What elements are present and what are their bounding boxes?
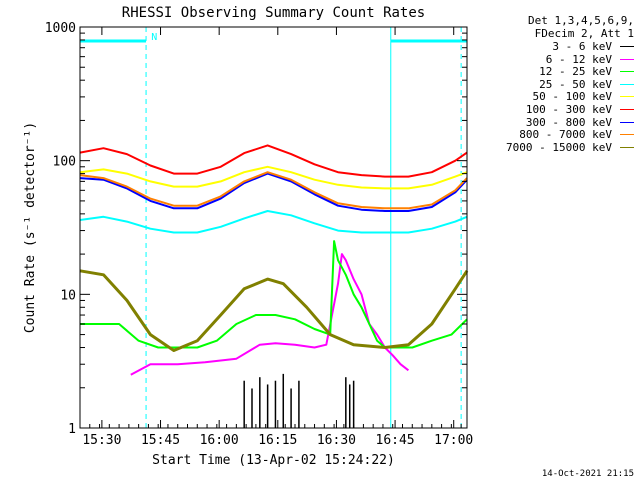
- plot-frame: [79, 26, 468, 429]
- legend-swatch: [620, 83, 634, 85]
- legend-label: 800 - 7000 keV: [519, 128, 612, 142]
- series-line-3: [79, 210, 468, 234]
- series-line-1: [130, 253, 410, 376]
- chart-title: RHESSI Observing Summary Count Rates: [122, 5, 425, 21]
- legend-label: 50 - 100 keV: [532, 90, 612, 104]
- legend-entry: 300 - 800 keV: [526, 116, 634, 129]
- series-line-6: [79, 172, 468, 212]
- y-tick-label: 1: [68, 422, 76, 437]
- legend-swatch: [620, 134, 634, 136]
- legend-header: Det 1,3,4,5,6,9,: [528, 14, 634, 27]
- legend-label: 300 - 800 keV: [525, 115, 612, 129]
- legend-swatch: [620, 58, 634, 60]
- series-line-4: [79, 165, 468, 190]
- y-tick-label: 10: [60, 288, 76, 303]
- legend-label: 3 - 6 keV: [552, 40, 612, 53]
- legend-entry: 100 - 300 keV: [526, 103, 634, 116]
- series-line-2: [80, 240, 468, 349]
- series-line-5: [79, 144, 468, 178]
- legend-entry: 3 - 6 keV: [552, 40, 634, 53]
- series-line-7: [79, 171, 468, 210]
- legend-entry: 25 - 50 keV: [539, 78, 634, 91]
- series-line-8: [79, 269, 469, 352]
- legend-label: 6 - 12 keV: [545, 52, 612, 66]
- x-tick-label: 15:45: [141, 433, 180, 448]
- x-tick-label: 15:30: [82, 433, 121, 448]
- legend-entry: 50 - 100 keV: [533, 90, 634, 103]
- y-axis-label: Count Rate (s⁻¹ detector⁻¹): [23, 122, 38, 333]
- x-axis-label: Start Time (13-Apr-02 15:24:22): [152, 453, 395, 468]
- x-tick-label: 16:00: [200, 433, 239, 448]
- footer-date: 14-Oct-2021 21:15: [542, 469, 634, 479]
- legend-swatch: [620, 109, 634, 110]
- x-tick-label: 16:30: [317, 433, 356, 448]
- legend-swatch: [620, 121, 634, 123]
- legend-label: 7000 - 15000 keV: [506, 140, 612, 154]
- x-tick-label: 16:45: [376, 433, 415, 448]
- y-tick-label: 1000: [45, 21, 76, 36]
- legend-entry: 7000 - 15000 keV: [506, 141, 634, 154]
- legend-entry: 6 - 12 keV: [546, 53, 634, 66]
- legend-label: 25 - 50 keV: [539, 77, 612, 91]
- legend-swatch: [620, 71, 634, 73]
- legend-header: FDecim 2, Att 1: [534, 27, 634, 40]
- legend-entry: 800 - 7000 keV: [519, 128, 634, 141]
- legend-swatch: [620, 146, 634, 148]
- legend-swatch: [620, 46, 634, 47]
- legend-label: 12 - 25 keV: [539, 65, 612, 79]
- legend-entry: 12 - 25 keV: [539, 65, 634, 78]
- legend-swatch: [620, 96, 634, 98]
- night-annotation: N: [151, 32, 157, 43]
- legend-label: 100 - 300 keV: [525, 103, 612, 116]
- y-tick-label: 100: [53, 155, 76, 170]
- x-tick-label: 17:00: [434, 433, 473, 448]
- x-tick-label: 16:15: [258, 433, 297, 448]
